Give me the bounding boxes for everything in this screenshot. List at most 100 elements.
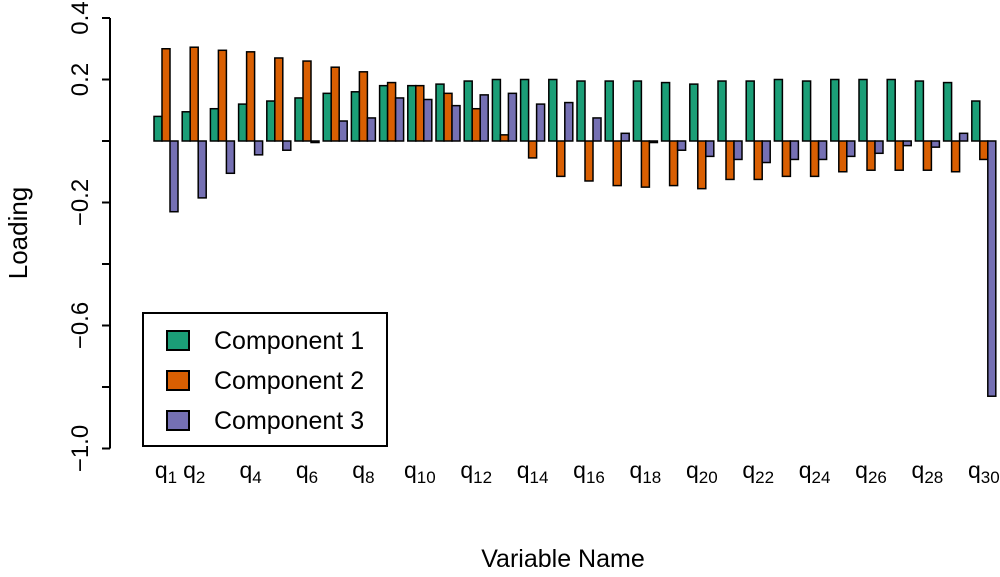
bar-q28-component-2 — [922, 140, 933, 171]
bar-group-q1 — [153, 48, 179, 213]
bar-q6-component-1 — [294, 97, 304, 142]
legend-entry-3: Component 3 — [166, 407, 364, 435]
bar-q6-component-2 — [302, 60, 312, 142]
bar-q3-component-1 — [209, 107, 220, 142]
bar-group-q9 — [378, 81, 405, 142]
bar-group-q22 — [745, 80, 771, 181]
bar-q20-component-1 — [689, 83, 699, 142]
bar-q9-component-1 — [378, 84, 389, 142]
bar-q9-component-3 — [394, 97, 405, 142]
bar-q30-component-3 — [987, 140, 997, 397]
legend-entry-2: Component 2 — [166, 367, 364, 395]
bar-group-q10 — [407, 84, 433, 142]
bar-q27-component-3 — [902, 140, 912, 147]
bar-q18-component-3 — [648, 140, 659, 144]
legend-swatch-1 — [166, 330, 190, 351]
bar-q24-component-1 — [801, 80, 812, 142]
x-tick-label-q18: q18 — [630, 457, 662, 487]
bar-q11-component-1 — [435, 83, 445, 142]
bar-q7-component-3 — [338, 120, 348, 142]
x-tick-label-q12: q12 — [460, 457, 492, 487]
bar-q16-component-3 — [592, 117, 602, 142]
bar-q4-component-1 — [237, 103, 248, 142]
bar-q2-component-3 — [197, 140, 207, 199]
bar-q10-component-1 — [407, 84, 417, 142]
bar-q4-component-2 — [245, 51, 256, 142]
bar-q5-component-3 — [282, 140, 292, 151]
x-tick-label-q4: q4 — [239, 457, 261, 487]
bar-q23-component-1 — [773, 78, 784, 142]
bar-group-q15 — [548, 78, 574, 178]
bar-q8-component-2 — [358, 71, 369, 142]
bar-q2-component-2 — [189, 46, 199, 142]
bar-q13-component-2 — [499, 134, 510, 142]
y-axis: 0.4 0.2 −0.2 −0.6 −1.0 — [67, 1, 111, 472]
bar-q26-component-3 — [874, 140, 884, 155]
bar-q11-component-3 — [451, 104, 461, 142]
bar-group-q8 — [350, 71, 377, 142]
x-axis-labels: q1 q2 q4 q6 q8 q10 q12 q14 q16 q18 q20 q22 q24 q26 q28… — [155, 457, 1000, 487]
x-tick-label-q30: q30 — [968, 457, 1000, 487]
bar-q12-component-3 — [479, 94, 489, 142]
bar-q26-component-2 — [866, 140, 876, 171]
bar-q22-component-3 — [761, 140, 771, 164]
bar-group-q18 — [632, 80, 659, 188]
bar-q29-component-3 — [958, 132, 969, 142]
bar-q13-component-1 — [491, 78, 502, 142]
x-tick-label-q10: q10 — [404, 457, 436, 487]
legend-swatch-3 — [166, 410, 190, 431]
bar-q21-component-2 — [725, 140, 735, 181]
bar-q27-component-2 — [894, 140, 904, 171]
bar-group-q2 — [181, 46, 207, 199]
x-tick-label-q24: q24 — [799, 457, 831, 487]
bar-q19-component-2 — [668, 140, 679, 187]
bar-q25-component-3 — [846, 140, 856, 158]
bar-group-q29 — [942, 81, 969, 173]
bar-q17-component-3 — [620, 132, 630, 142]
bar-q15-component-2 — [556, 140, 566, 178]
bar-q25-component-2 — [838, 140, 848, 173]
bar-q16-component-2 — [584, 140, 594, 182]
bar-group-q16 — [576, 80, 602, 182]
x-tick-label-q14: q14 — [517, 457, 549, 487]
bar-q4-component-3 — [253, 140, 264, 156]
bar-q18-component-1 — [632, 80, 643, 142]
bar-q21-component-1 — [717, 80, 727, 142]
bar-q6-component-3 — [310, 140, 320, 144]
x-axis-title: Variable Name — [481, 545, 645, 573]
bar-q17-component-2 — [612, 140, 622, 187]
bar-group-q14 — [519, 78, 546, 159]
bar-group-q21 — [717, 80, 743, 181]
x-tick-label-q2: q2 — [183, 457, 205, 487]
bar-group-q11 — [435, 83, 461, 142]
y-tick-label: 0.4 — [67, 1, 94, 34]
bar-group-q28 — [914, 80, 941, 171]
bar-q18-component-2 — [640, 140, 651, 188]
bar-q1-component-3 — [169, 140, 179, 213]
bar-group-q13 — [491, 78, 518, 142]
bar-q7-component-2 — [330, 66, 340, 142]
legend: Component 1 Component 2 Component 3 — [142, 312, 388, 447]
x-tick-label-q16: q16 — [573, 457, 605, 487]
x-tick-label-q26: q26 — [855, 457, 887, 487]
bar-q1-component-1 — [153, 115, 163, 142]
bar-q22-component-1 — [745, 80, 755, 142]
bar-q24-component-3 — [817, 140, 828, 161]
x-tick-label-q1: q1 — [155, 457, 177, 487]
bar-q28-component-1 — [914, 80, 925, 142]
bar-q24-component-2 — [809, 140, 820, 178]
bar-q30-component-2 — [979, 140, 989, 161]
y-tick-label: −1.0 — [67, 425, 94, 472]
bar-q10-component-3 — [423, 98, 433, 142]
bar-q5-component-2 — [274, 57, 284, 142]
bar-group-q4 — [237, 51, 264, 156]
bar-q9-component-2 — [386, 81, 397, 142]
bar-q14-component-3 — [535, 103, 546, 142]
legend-label-3: Component 3 — [214, 407, 364, 435]
bar-q12-component-1 — [463, 80, 473, 142]
bar-q21-component-3 — [733, 140, 743, 161]
bar-q14-component-1 — [519, 78, 530, 142]
bar-group-q17 — [604, 80, 630, 187]
